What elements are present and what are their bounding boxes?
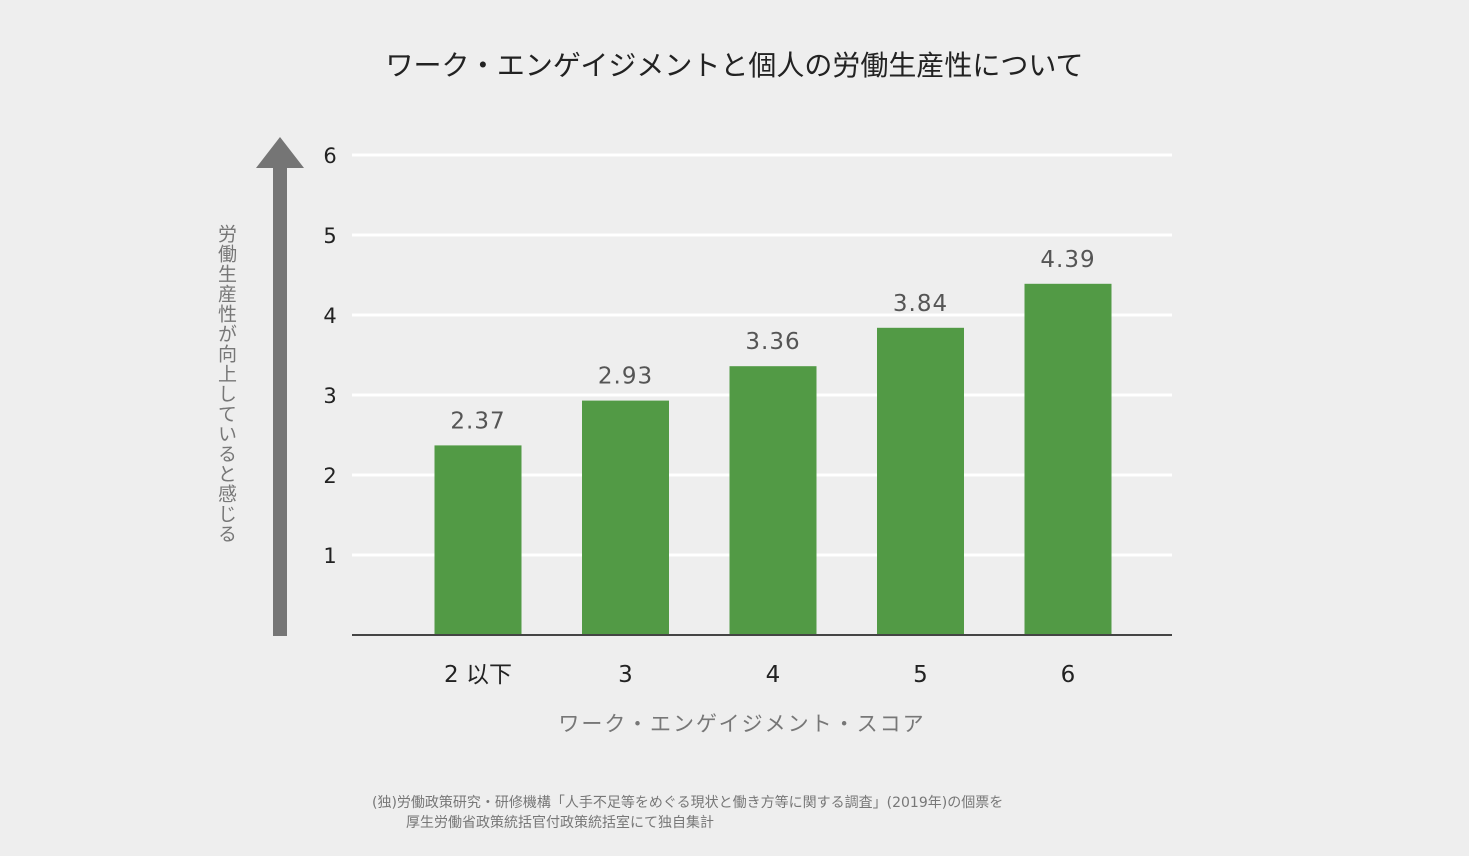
bar [729,366,817,635]
bar [582,400,669,635]
y-axis-arrow-shaft [273,166,287,636]
bar [1024,283,1112,635]
data-label: 2.37 [450,408,505,434]
x-tick-label: 3 [618,662,633,688]
x-tick-label: 4 [766,662,781,688]
source-note: (独)労働政策研究・研修機構「人手不足等をめぐる現状と働き方等に関する調査」(2… [372,793,1003,833]
y-tick-label: 4 [323,304,336,328]
source-line-1: (独)労働政策研究・研修機構「人手不足等をめぐる現状と働き方等に関する調査」(2… [372,795,1004,811]
y-tick-label: 1 [323,544,336,568]
x-tick-label: 2 以下 [444,662,512,688]
y-tick-label: 5 [323,224,336,248]
x-tick-label: 5 [913,662,928,688]
y-tick-label: 3 [323,384,336,408]
chart-title: ワーク・エンゲイジメントと個人の労働生産性について [385,49,1084,82]
y-tick-label: 2 [323,464,336,488]
y-tick-label: 6 [323,144,336,168]
bar [877,327,964,635]
bar [434,445,522,635]
data-label: 3.36 [745,329,800,355]
data-label: 4.39 [1040,247,1095,273]
x-axis-label: ワーク・エンゲイジメント・スコア [558,712,926,736]
source-line-2: 厚生労働省政策統括官付政策統括室にて独自集計 [406,815,714,831]
data-label: 3.84 [893,291,948,317]
x-tick-label: 6 [1061,662,1076,688]
y-axis-label: 労働生産性が向上していると感じる [215,224,237,544]
y-axis-arrow-head-icon [256,137,304,168]
data-label: 2.93 [598,364,653,390]
